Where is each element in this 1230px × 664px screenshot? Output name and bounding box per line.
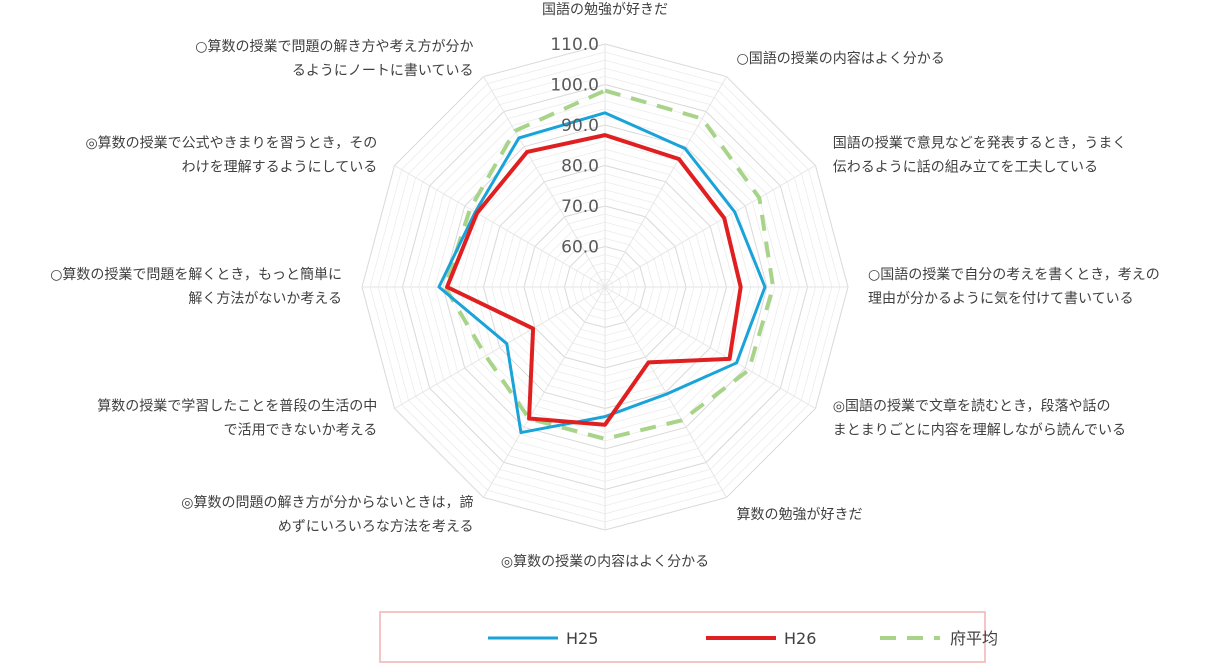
radar-spokes bbox=[362, 44, 848, 530]
legend: H25 H26 府平均 bbox=[379, 611, 998, 663]
axis-label: ◎算数の問題の解き方が分からないときは，諦めずにいろいろな方法を考える bbox=[181, 494, 473, 535]
legend-label-H25: H25 bbox=[566, 629, 598, 648]
axis-label: 国語の授業で意見などを発表するとき，うまく伝わるように話の組み立てを工夫している bbox=[833, 135, 1127, 176]
radar-axis-labels: 国語の勉強が好きだ ○国語の授業の内容はよく分かる国語の授業で意見などを発表すると… bbox=[50, 2, 1160, 570]
axis-label-line: で活用できないか考える bbox=[224, 423, 378, 439]
axis-label: ◎算数の授業で公式やきまりを習うとき，そのわけを理解するようにしている bbox=[85, 136, 377, 176]
spoke-line bbox=[483, 76, 606, 288]
radar-tick-labels: 60.0 70.0 80.0 90.0 100.0 110.0 bbox=[550, 35, 599, 258]
spoke-line bbox=[394, 286, 606, 409]
axis-label: ○国語の授業で自分の考えを書くとき，考えの理由が分かるように気を付けて書いている bbox=[868, 267, 1160, 307]
radar-series bbox=[437, 88, 776, 441]
axis-label-line: まとまりごとに内容を理解しながら読んでいる bbox=[833, 422, 1126, 439]
axis-label: ◎国語の授業で文章を読むとき，段落や話のまとまりごとに内容を理解しながら読んでい… bbox=[833, 398, 1126, 439]
axis-label-line: 国語の授業で意見などを発表するとき，うまく bbox=[833, 135, 1127, 152]
axis-label-line: ◎国語の授業で文章を読むとき，段落や話の bbox=[833, 398, 1111, 415]
axis-label-line: 算数の授業で学習したことを普段の生活の中 bbox=[97, 399, 377, 415]
axis-label: ○算数の授業で問題の解き方や考え方が分かるようにノートに書いている bbox=[195, 39, 473, 79]
axis-label: 算数の勉強が好きだ bbox=[737, 507, 863, 523]
series-line-H26 bbox=[445, 133, 743, 427]
axis-label: 国語の勉強が好きだ bbox=[542, 2, 668, 18]
tick-label: 90.0 bbox=[561, 116, 599, 136]
axis-label-line: わけを理解するようにしている bbox=[182, 160, 378, 176]
axis-label-line: ○国語の授業で自分の考えを書くとき，考えの bbox=[868, 267, 1160, 283]
legend-label-H26: H26 bbox=[784, 629, 816, 648]
legend-label-府平均: 府平均 bbox=[950, 629, 998, 648]
axis-label-line: るようにノートに書いている bbox=[292, 63, 474, 79]
axis-label-line: ◎算数の授業の内容はよく分かる bbox=[501, 553, 709, 570]
axis-label: ○国語の授業の内容はよく分かる bbox=[737, 50, 945, 67]
tick-label: 110.0 bbox=[550, 35, 599, 55]
axis-label: 算数の授業で学習したことを普段の生活の中で活用できないか考える bbox=[97, 399, 377, 439]
axis-label: ○算数の授業で問題を解くとき，もっと簡単に解く方法がないか考える bbox=[50, 267, 342, 307]
tick-label: 80.0 bbox=[561, 157, 599, 177]
tick-label: 100.0 bbox=[550, 76, 599, 96]
spoke-line bbox=[604, 76, 727, 288]
axis-label-line: 国語の勉強が好きだ bbox=[542, 2, 668, 18]
series-line-H25 bbox=[437, 111, 767, 435]
axis-label-line: 伝わるように話の組み立てを工夫している bbox=[833, 159, 1098, 176]
axis-label-line: 解く方法がないか考える bbox=[188, 291, 342, 307]
axis-label-line: ◎算数の授業で公式やきまりを習うとき，その bbox=[85, 136, 377, 152]
axis-label-line: 算数の勉強が好きだ bbox=[737, 507, 863, 523]
spoke-line bbox=[483, 286, 606, 498]
tick-label: 70.0 bbox=[561, 197, 599, 217]
axis-label: ◎算数の授業の内容はよく分かる bbox=[501, 553, 709, 570]
axis-label-line: ○算数の授業で問題の解き方や考え方が分か bbox=[195, 39, 473, 55]
axis-label-line: ◎算数の問題の解き方が分からないときは，諦 bbox=[181, 494, 473, 511]
series-line-府平均 bbox=[443, 88, 776, 441]
spoke-line bbox=[394, 165, 606, 288]
spoke-line bbox=[604, 286, 816, 409]
axis-label-line: ○算数の授業で問題を解くとき，もっと簡単に bbox=[50, 267, 342, 283]
axis-label-line: ○国語の授業の内容はよく分かる bbox=[737, 50, 945, 67]
tick-label: 60.0 bbox=[561, 238, 599, 258]
axis-label-line: 理由が分かるように気を付けて書いている bbox=[868, 291, 1134, 307]
spoke-line bbox=[604, 286, 727, 498]
spoke-line bbox=[604, 165, 816, 288]
axis-label-line: めずにいろいろな方法を考える bbox=[278, 519, 474, 535]
